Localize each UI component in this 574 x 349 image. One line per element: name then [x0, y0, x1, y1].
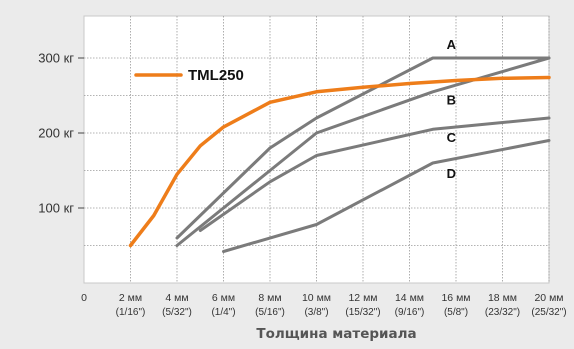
- x-tick-label: 16 мм: [441, 292, 470, 304]
- x-tick-label: 0: [81, 292, 87, 304]
- x-tick-sublabel: (5/32"): [162, 307, 192, 318]
- series-labels: A B C D: [447, 37, 457, 181]
- y-tick-label: 100 кг: [38, 201, 74, 216]
- series-label-c: C: [447, 130, 457, 145]
- x-tick-label: 2 мм: [119, 292, 142, 304]
- series-label-d: D: [447, 166, 456, 181]
- y-axis: 100 кг 200 кг 300 кг: [38, 51, 84, 216]
- x-axis: 0 2 мм (1/16") 4 мм (5/32") 6 мм (1/4") 8 мм (5/…: [81, 292, 567, 318]
- x-tick-label: 8 мм: [258, 292, 281, 304]
- x-tick-label: 6 мм: [212, 292, 235, 304]
- x-tick-label: 12 мм: [348, 292, 377, 304]
- x-tick-sublabel: (9/16"): [395, 307, 425, 318]
- legend-label-tml250: TML250: [188, 67, 244, 84]
- y-tick-label: 300 кг: [38, 51, 74, 66]
- x-tick-sublabel: (5/8"): [444, 307, 468, 318]
- y-tick-label: 200 кг: [38, 126, 74, 141]
- x-tick-label: 4 мм: [165, 292, 188, 304]
- x-tick-sublabel: (1/4"): [211, 307, 235, 318]
- series-lines: [128, 56, 551, 253]
- x-tick-label: 20 мм: [534, 292, 563, 304]
- series-line-a: [175, 56, 551, 240]
- x-tick-sublabel: (1/16"): [116, 307, 146, 318]
- x-tick-label: 14 мм: [395, 292, 424, 304]
- x-tick-sublabel: (25/32"): [531, 307, 566, 318]
- x-tick-label: 18 мм: [488, 292, 517, 304]
- x-tick-label: 10 мм: [302, 292, 331, 304]
- series-label-a: A: [447, 37, 457, 52]
- series-label-b: B: [447, 93, 456, 108]
- x-tick-sublabel: (15/32"): [345, 307, 380, 318]
- x-axis-title: Толщина материала: [256, 326, 416, 342]
- series-line-c: [198, 116, 551, 232]
- x-tick-sublabel: (23/32"): [485, 307, 520, 318]
- x-tick-sublabel: (3/8"): [304, 307, 328, 318]
- x-tick-sublabel: (5/16"): [255, 307, 285, 318]
- series-line-d: [222, 139, 551, 253]
- series-line-tml250: [128, 75, 551, 248]
- legend: TML250: [134, 67, 244, 84]
